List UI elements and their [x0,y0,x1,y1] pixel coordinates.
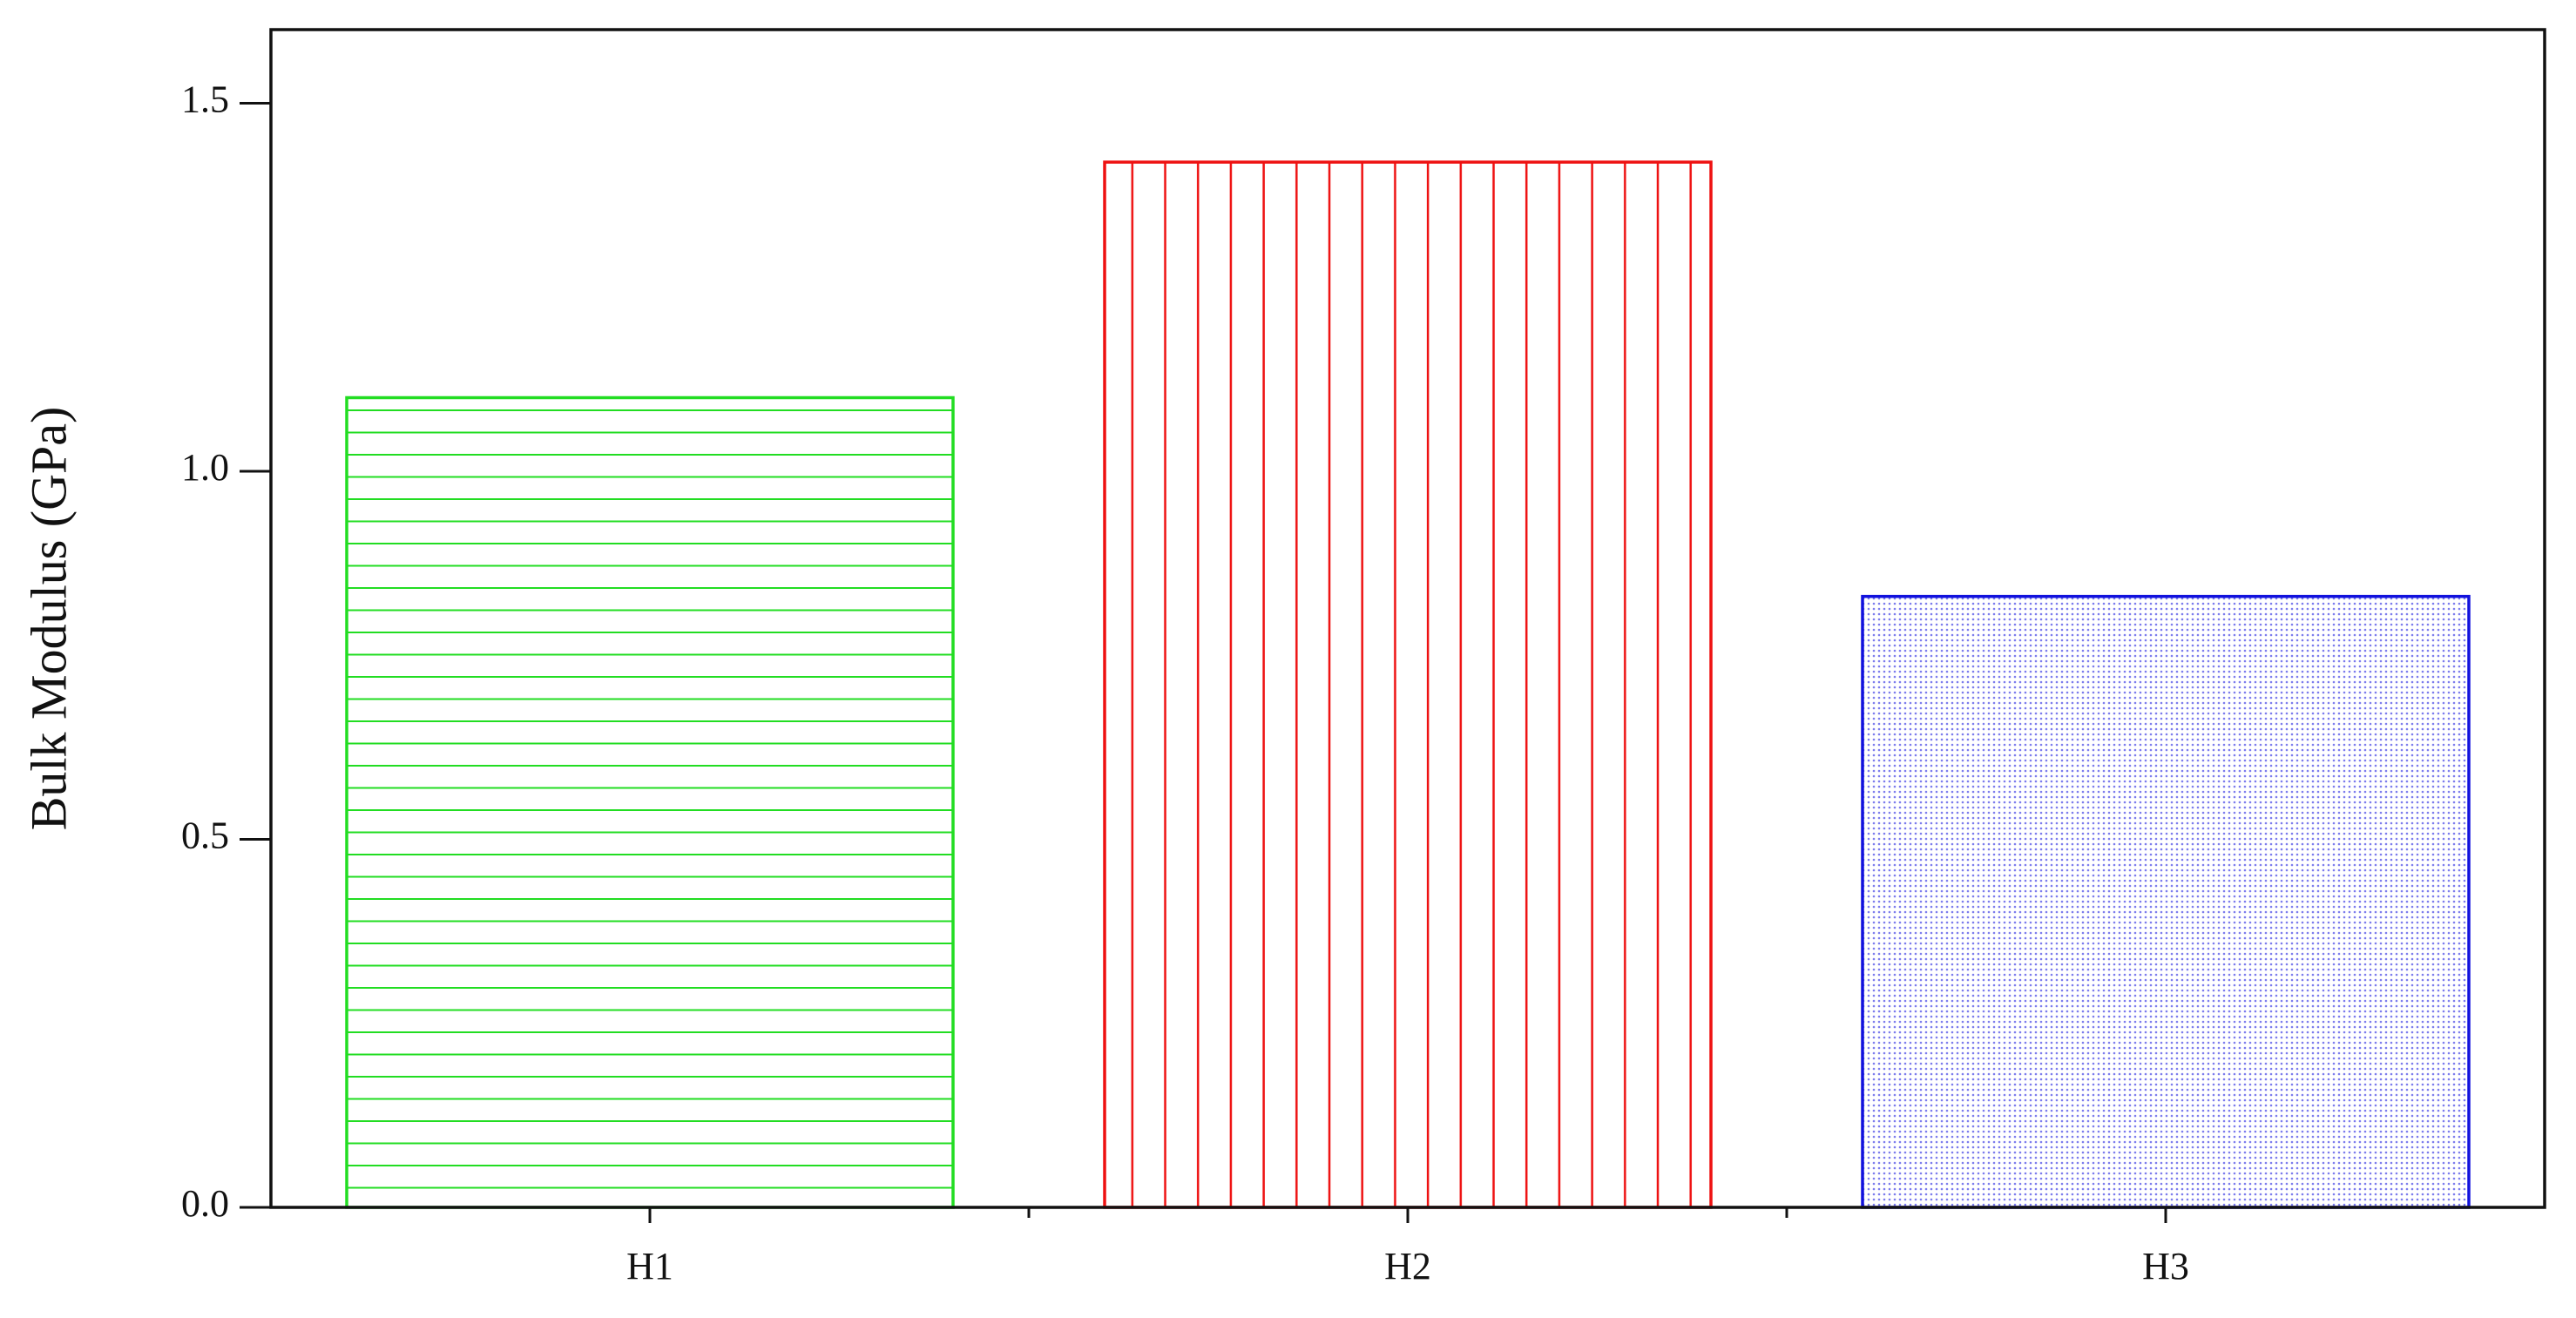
y-tick-label: 1.5 [181,78,229,121]
x-tick-label: H3 [2142,1245,2189,1288]
plot-frame [269,28,2546,1209]
y-tick-label: 0.5 [181,814,229,857]
y-axis-label: Bulk Modulus (GPa) [20,407,77,831]
bar [345,395,955,1209]
bar [1861,594,2471,1209]
x-tick-label: H1 [626,1245,673,1288]
x-tick-label: H2 [1384,1245,1431,1288]
y-tick-label: 1.0 [181,446,229,489]
bar [1103,160,1713,1209]
y-tick-label: 0.0 [181,1182,229,1225]
